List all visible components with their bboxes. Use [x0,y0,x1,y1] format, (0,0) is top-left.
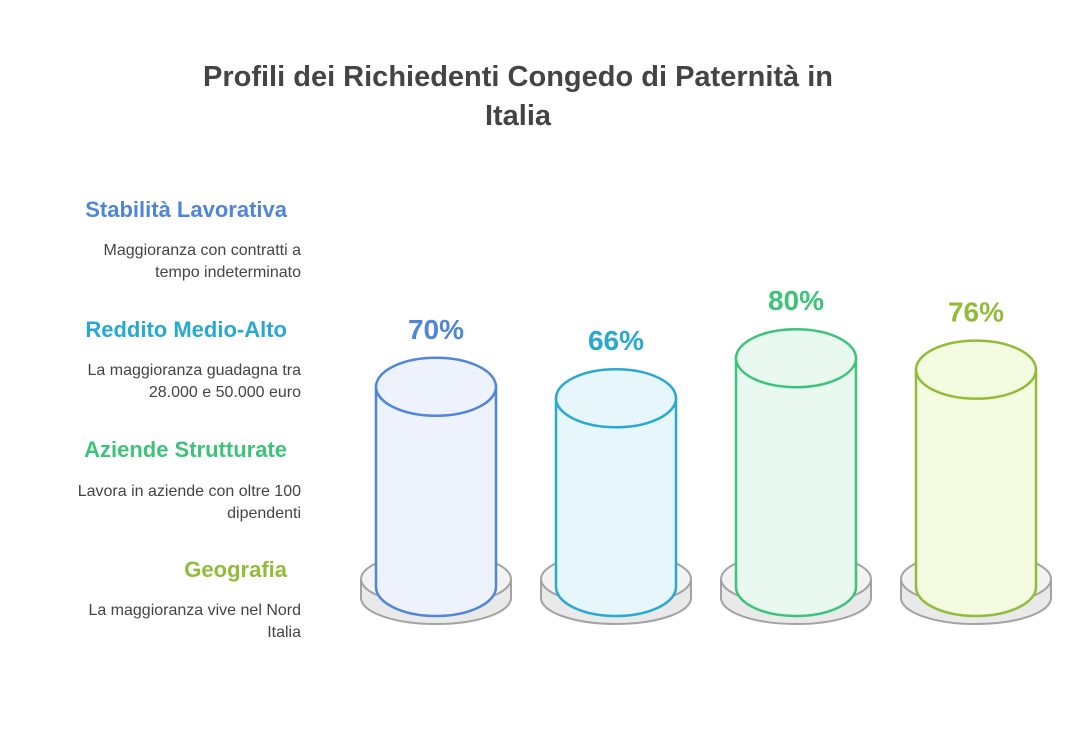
category-desc-line: dipendenti [227,505,301,522]
cylinder-body [734,356,858,618]
category-desc-aziende: Lavora in aziende con oltre 100 dipenden… [21,481,301,525]
cylinder-body [554,396,678,618]
cylinder-top [914,339,1038,400]
category-desc-geografia: La maggioranza vive nel Nord Italia [21,600,301,644]
category-desc-line: La maggioranza guadagna tra [87,362,302,379]
category-label-stabilita: Stabilità Lavorativa [85,197,287,222]
chart-title: Profili dei Richiedenti Congedo di Pater… [168,58,868,136]
value-label: 70% [408,314,464,345]
cylinder-body [374,385,498,618]
category-desc-line: 28.000 e 50.000 euro [148,384,301,401]
value-label: 76% [948,297,1004,328]
value-label: 80% [768,285,824,316]
cylinder-top [734,327,858,389]
category-desc-reddito: La maggioranza guadagna tra 28.000 e 50.… [21,360,302,404]
category-desc-line: Maggioranza con contratti a [103,242,301,259]
category-desc-line: Lavora in aziende con oltre 100 [77,483,301,500]
chart-title-line1: Profili dei Richiedenti Congedo di Pater… [203,61,833,93]
cylinder-body [914,368,1038,618]
category-desc-stabilita: Maggioranza con contratti a tempo indete… [21,240,301,284]
bar-geografia: 76% [900,297,1052,625]
bar-stabilita: 70% [360,314,512,625]
category-desc-line: La maggioranza vive nel Nord [88,602,301,619]
chart-title-line2: Italia [484,100,552,132]
category-desc-line: Italia [267,624,301,641]
value-label: 66% [588,325,644,356]
bar-aziende: 80% [720,285,872,625]
category-desc-line: tempo indeterminato [155,264,301,281]
category-label-reddito: Reddito Medio-Alto [85,317,287,342]
cylinder-top [374,356,498,418]
cylinder-top [554,367,678,429]
category-label-aziende: Aziende Strutturate [84,437,287,462]
bar-reddito: 66% [540,325,692,625]
category-label-geografia: Geografia [184,557,287,582]
